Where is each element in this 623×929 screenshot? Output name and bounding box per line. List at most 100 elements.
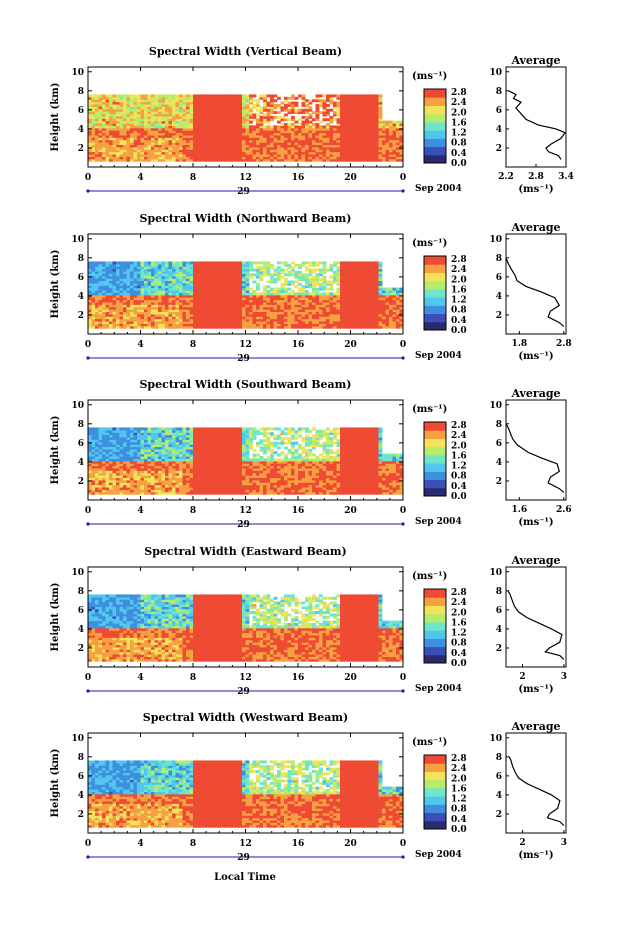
heatmap-cell bbox=[98, 444, 103, 448]
heatmap-cell bbox=[207, 304, 211, 308]
heatmap-cell bbox=[123, 149, 127, 153]
heatmap-cell bbox=[235, 144, 239, 148]
heatmap-cell bbox=[347, 263, 351, 267]
heatmap-cell bbox=[263, 306, 267, 310]
heatmap-cell bbox=[245, 108, 250, 112]
heatmap-cell bbox=[270, 292, 274, 296]
heatmap-cell bbox=[340, 280, 344, 284]
heatmap-cell bbox=[217, 306, 222, 310]
heatmap-cell bbox=[182, 290, 187, 293]
heatmap-cell bbox=[158, 130, 162, 134]
x-tick-label: 0 bbox=[400, 173, 406, 183]
heatmap-cell bbox=[361, 270, 365, 274]
heatmap-cell bbox=[217, 139, 222, 143]
heatmap-cell bbox=[186, 320, 190, 324]
heatmap-cell bbox=[343, 318, 348, 322]
heatmap-cell bbox=[137, 153, 141, 157]
heatmap-cell bbox=[259, 108, 264, 112]
panel-0: Spectral Width (Vertical Beam)246810Heig… bbox=[50, 45, 574, 197]
heatmap-cell bbox=[357, 278, 362, 282]
heatmap-cell bbox=[329, 320, 334, 324]
heatmap-cell bbox=[133, 139, 138, 143]
heatmap-cell bbox=[308, 99, 313, 103]
heatmap-cell bbox=[119, 309, 124, 313]
heatmap-cell bbox=[350, 158, 355, 162]
heatmap-cell bbox=[305, 306, 309, 310]
heatmap-cell bbox=[196, 149, 201, 153]
heatmap-cell bbox=[151, 313, 155, 317]
heatmap-cell bbox=[182, 137, 187, 141]
heatmap-cell bbox=[284, 323, 288, 327]
heatmap-cell bbox=[287, 270, 292, 274]
heatmap-cell bbox=[343, 280, 348, 284]
heatmap-cell bbox=[214, 294, 218, 298]
heatmap-cell bbox=[126, 144, 131, 148]
heatmap-cell bbox=[98, 106, 103, 110]
heatmap-cell bbox=[126, 320, 131, 324]
heatmap-cell bbox=[385, 146, 390, 150]
heatmap-cell bbox=[294, 297, 299, 301]
heatmap-cell bbox=[182, 299, 187, 303]
heatmap-cell bbox=[399, 309, 404, 313]
heatmap-cell bbox=[347, 320, 351, 324]
heatmap-cell bbox=[109, 94, 113, 98]
heatmap-cell bbox=[294, 313, 299, 317]
heatmap-cell bbox=[123, 309, 127, 313]
heatmap-cell bbox=[389, 294, 393, 298]
heatmap-cell bbox=[315, 292, 320, 296]
heatmap-cell bbox=[165, 282, 169, 286]
heatmap-cell bbox=[119, 323, 124, 327]
heatmap-cell bbox=[259, 268, 264, 272]
heatmap-cell bbox=[95, 130, 99, 134]
heatmap-cell bbox=[147, 94, 152, 98]
heatmap-cell bbox=[277, 313, 281, 317]
heatmap-cell bbox=[140, 270, 145, 274]
x-tick-label: 8 bbox=[190, 173, 196, 183]
heatmap-cell bbox=[105, 123, 110, 126]
heatmap-cell bbox=[238, 285, 243, 289]
heatmap-cell bbox=[277, 153, 281, 157]
heatmap-cell bbox=[273, 125, 278, 129]
heatmap-cell bbox=[158, 99, 162, 103]
heatmap-cell bbox=[91, 432, 96, 436]
heatmap-cell bbox=[287, 137, 292, 141]
heatmap-cell bbox=[88, 134, 92, 138]
heatmap-cell bbox=[263, 266, 267, 270]
heatmap-cell bbox=[207, 273, 211, 277]
heatmap-cell bbox=[189, 132, 194, 136]
heatmap-cell bbox=[179, 153, 183, 157]
heatmap-cell bbox=[140, 125, 145, 129]
heatmap-cell bbox=[102, 282, 106, 286]
heatmap-cell bbox=[319, 285, 323, 289]
heatmap-cell bbox=[375, 139, 379, 143]
heatmap-cell bbox=[312, 294, 316, 298]
heatmap-cell bbox=[221, 320, 225, 324]
heatmap-cell bbox=[203, 275, 208, 279]
heatmap-cell bbox=[207, 261, 211, 265]
heatmap-cell bbox=[172, 268, 176, 272]
heatmap-cell bbox=[329, 134, 334, 138]
heatmap-cell bbox=[189, 294, 194, 298]
heatmap-cell bbox=[102, 268, 106, 272]
heatmap-cell bbox=[399, 318, 404, 322]
heatmap-cell bbox=[368, 118, 372, 122]
heatmap-cell bbox=[109, 263, 113, 267]
heatmap-cell bbox=[350, 103, 355, 107]
heatmap-cell bbox=[389, 142, 393, 146]
heatmap-cell bbox=[333, 118, 337, 122]
heatmap-cell bbox=[308, 108, 313, 112]
heatmap-cell bbox=[186, 115, 190, 119]
heatmap-cell bbox=[95, 99, 99, 103]
heatmap-cell bbox=[91, 470, 96, 474]
heatmap-cell bbox=[263, 261, 267, 265]
heatmap-cell bbox=[270, 130, 274, 134]
heatmap-cell bbox=[130, 132, 134, 136]
heatmap-cell bbox=[200, 96, 204, 100]
heatmap-cell bbox=[112, 304, 117, 308]
heatmap-cell bbox=[287, 123, 292, 126]
heatmap-cell bbox=[119, 103, 124, 107]
heatmap-cell bbox=[91, 146, 96, 150]
heatmap-cell bbox=[182, 139, 187, 143]
heatmap-cell bbox=[238, 151, 243, 155]
heatmap-cell bbox=[354, 94, 358, 98]
